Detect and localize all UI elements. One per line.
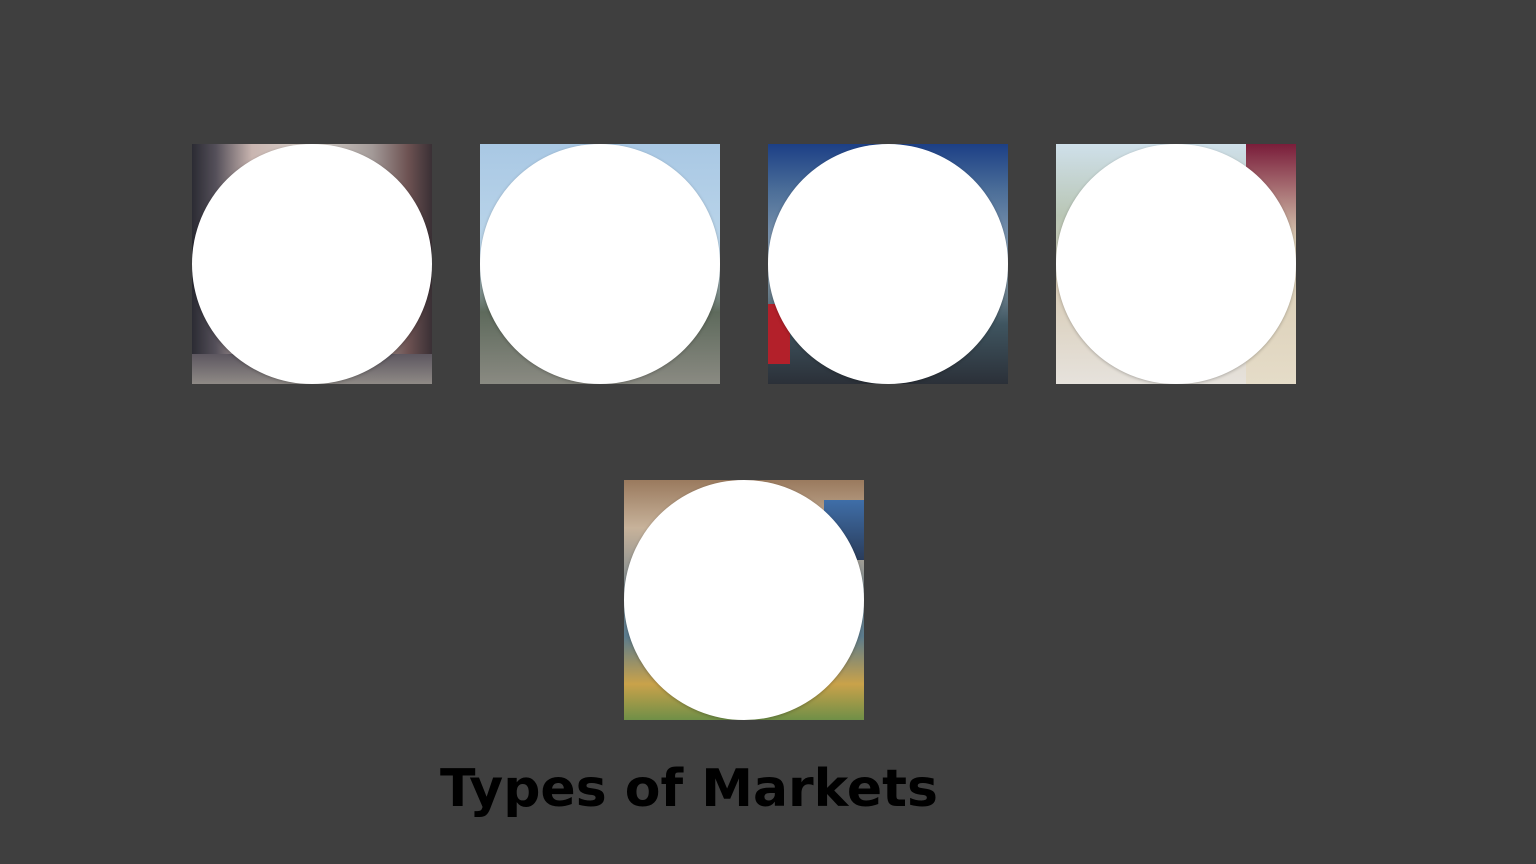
market-tile-5[interactable] xyxy=(624,480,864,720)
circle-overlay xyxy=(624,480,864,720)
page-title: Types of Markets xyxy=(440,759,938,819)
market-tile-1[interactable] xyxy=(192,144,432,384)
circle-overlay xyxy=(1056,144,1296,384)
circle-overlay xyxy=(192,144,432,384)
circle-overlay xyxy=(768,144,1008,384)
market-tile-3[interactable] xyxy=(768,144,1008,384)
market-tile-2[interactable] xyxy=(480,144,720,384)
circle-overlay xyxy=(480,144,720,384)
market-tile-4[interactable] xyxy=(1056,144,1296,384)
